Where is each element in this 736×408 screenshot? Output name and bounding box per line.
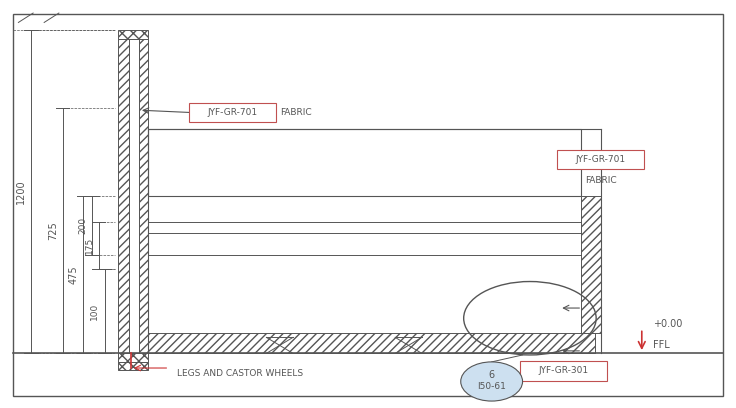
Text: I50-61: I50-61 [477, 382, 506, 391]
Text: FFL: FFL [653, 340, 670, 350]
Bar [118, 39, 129, 353]
Text: 100: 100 [91, 302, 99, 320]
FancyBboxPatch shape [520, 361, 607, 381]
Bar [148, 129, 581, 196]
FancyBboxPatch shape [189, 103, 276, 122]
Text: +0.00: +0.00 [653, 319, 682, 329]
Bar [129, 39, 139, 353]
Text: 475: 475 [68, 265, 79, 284]
Ellipse shape [461, 362, 523, 401]
Text: LEGS AND CASTOR WHEELS: LEGS AND CASTOR WHEELS [177, 369, 302, 378]
FancyBboxPatch shape [557, 150, 644, 169]
Bar [118, 353, 148, 362]
Bar [139, 39, 148, 353]
Bar [118, 30, 148, 39]
Text: 725: 725 [48, 221, 58, 240]
Text: JYF-GR-701: JYF-GR-701 [576, 155, 626, 164]
Bar [148, 333, 595, 353]
Text: FABRIC: FABRIC [280, 108, 311, 117]
Text: 175: 175 [85, 237, 93, 255]
Bar [581, 362, 601, 370]
Text: JYF-GR-301: JYF-GR-301 [539, 366, 589, 375]
Text: 6: 6 [489, 370, 495, 380]
Text: 1200: 1200 [16, 179, 26, 204]
Bar [118, 362, 148, 370]
Text: 200: 200 [78, 217, 87, 234]
Text: FABRIC: FABRIC [585, 176, 616, 185]
Bar [581, 196, 601, 333]
Text: JYF-GR-701: JYF-GR-701 [208, 108, 258, 117]
